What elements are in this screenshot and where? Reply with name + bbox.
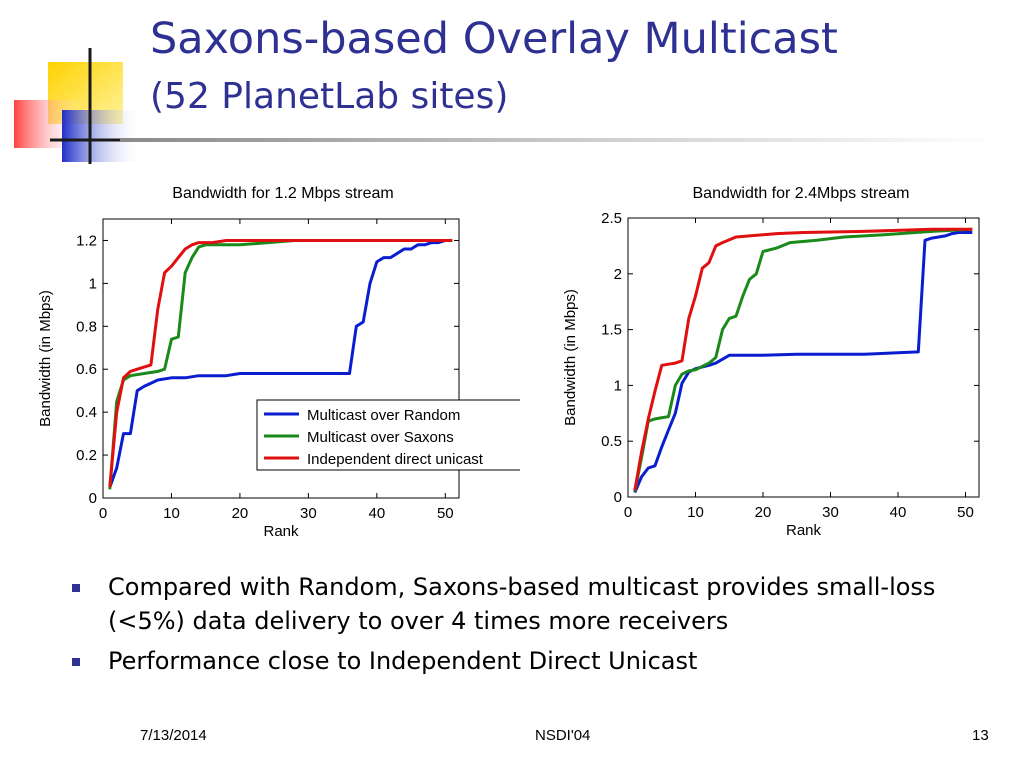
y-axis-label: Bandwidth (in Mbps): [37, 290, 54, 427]
y-tick-label: 0.5: [601, 433, 622, 450]
plot-area-frame: [627, 217, 980, 498]
y-tick-label: 2: [614, 266, 622, 283]
footer-page-number: 13: [972, 727, 989, 744]
legend-label-0: Multicast over Random: [307, 407, 460, 424]
x-tick-label: 40: [890, 504, 907, 521]
x-tick-label: 0: [624, 504, 632, 521]
x-axis-label: Rank: [786, 522, 822, 539]
series-line-0: [633, 231, 973, 494]
x-axis-label: Rank: [263, 523, 299, 540]
chart-title: Bandwidth for 2.4Mbps stream: [693, 185, 910, 202]
y-tick-label: 0.6: [76, 361, 97, 378]
series-line-2: [108, 239, 453, 488]
series-line-2: [633, 227, 973, 491]
series-line-0: [108, 239, 453, 488]
footer-date: 7/13/2014: [140, 727, 207, 744]
y-tick-label: 1.2: [76, 232, 97, 249]
bullet-square-icon: [72, 584, 80, 592]
legend-box: [256, 399, 520, 471]
y-tick-label: 2.5: [601, 210, 622, 227]
bullet-text: Compared with Random, Saxons-based multi…: [108, 573, 936, 635]
x-tick-label: 50: [437, 505, 454, 522]
legend-label-2: Independent direct unicast: [307, 451, 484, 468]
series-line-1: [633, 227, 973, 492]
x-tick-label: 10: [687, 504, 704, 521]
x-tick-label: 40: [369, 505, 386, 522]
y-tick-label: 1.5: [601, 322, 622, 339]
footer-conference: NSDI'04: [535, 727, 591, 744]
bullet-item: Compared with Random, Saxons-based multi…: [72, 570, 972, 638]
y-tick-label: 0.4: [76, 404, 97, 421]
y-tick-label: 0.2: [76, 447, 97, 464]
chart-title: Bandwidth for 1.2 Mbps stream: [172, 185, 393, 202]
y-tick-label: 0.8: [76, 318, 97, 335]
y-tick-label: 0: [89, 490, 97, 507]
bullet-text: Performance close to Independent Direct …: [108, 647, 698, 675]
y-tick-label: 1: [614, 377, 622, 394]
y-axis-label: Bandwidth (in Mbps): [562, 289, 579, 426]
y-tick-label: 0: [614, 489, 622, 506]
decorative-logo-blocks: [14, 48, 142, 164]
y-tick-label: 1: [89, 275, 97, 292]
x-tick-label: 20: [232, 505, 249, 522]
x-tick-label: 0: [99, 505, 107, 522]
bullet-square-icon: [72, 658, 80, 666]
x-tick-label: 50: [957, 504, 974, 521]
x-tick-label: 10: [163, 505, 180, 522]
bullet-item: Performance close to Independent Direct …: [72, 644, 972, 678]
slide-subtitle: (52 PlanetLab sites): [150, 76, 509, 117]
plot-area-frame: [102, 218, 460, 499]
x-tick-label: 30: [822, 504, 839, 521]
title-divider: [120, 138, 1000, 142]
x-tick-label: 30: [300, 505, 317, 522]
bullet-list: Compared with Random, Saxons-based multi…: [72, 570, 972, 684]
slide-title: Saxons-based Overlay Multicast: [150, 14, 838, 64]
chart-legend: Multicast over Random Multicast over Saxo…: [256, 399, 520, 471]
x-tick-label: 20: [755, 504, 772, 521]
legend-label-1: Multicast over Saxons: [307, 429, 454, 446]
